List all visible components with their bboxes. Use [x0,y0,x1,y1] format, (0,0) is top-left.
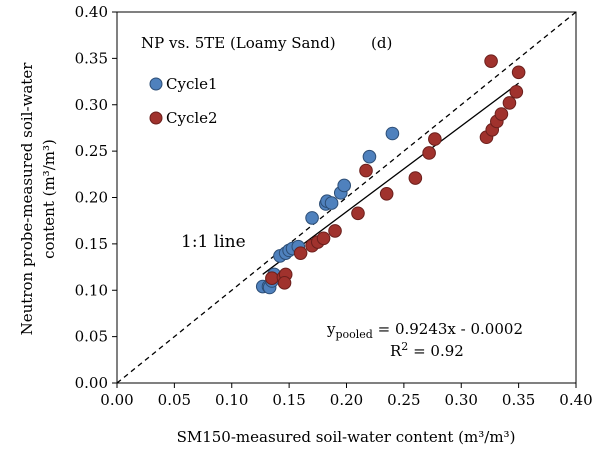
regression-equation: ypooled = 0.9243x - 0.0002 [326,320,523,341]
y-tick-label: 0.35 [75,49,108,67]
x-tick-label: 0.10 [215,391,248,409]
x-tick-label: 0.00 [100,391,133,409]
point-cycle2 [293,246,308,260]
y-tick-label: 0.40 [75,3,108,21]
point-cycle2 [502,96,517,110]
y-tick-label: 0.30 [75,96,108,114]
panel-label: (d) [371,34,392,52]
chart-title: NP vs. 5TE (Loamy Sand) [141,34,336,52]
legend-label-cycle1: Cycle1 [166,75,218,93]
series-cycle1 [255,126,400,295]
regression-line [262,82,520,275]
point-cycle2 [408,171,423,185]
point-cycle2 [509,84,524,99]
legend-marker-cycle2 [149,111,163,125]
point-cycle2 [494,107,509,121]
one-to-one-line-label: 1:1 line [181,232,246,252]
series-cycle2 [265,54,526,290]
point-cycle2 [428,132,442,146]
point-cycle2 [511,65,526,80]
point-cycle2 [359,163,373,178]
data-points [255,54,526,295]
x-tick-label: 0.30 [445,391,478,409]
r2-value: = 0.92 [408,342,464,360]
point-cycle1 [305,211,319,225]
y-axis-title-line2: content (m³/m³) [40,139,58,259]
equation-body: = 0.9243x - 0.0002 [373,320,523,338]
point-cycle1 [362,149,377,164]
point-cycle1 [385,126,400,141]
x-tick-label: 0.25 [387,391,420,409]
x-tick-label: 0.15 [272,391,305,409]
r2-superscript: 2 [401,340,408,353]
equation-subscript: pooled [335,328,372,341]
y-tick-label: 0.25 [75,142,108,160]
y-tick-label: 0.10 [75,281,108,299]
y-tick-label: 0.05 [75,328,108,346]
legend-label-cycle2: Cycle2 [166,109,218,127]
point-cycle2 [422,146,436,160]
point-cycle1 [337,178,352,193]
x-tick-label: 0.40 [559,391,592,409]
y-tick-label: 0.20 [75,189,108,207]
y-tick-label: 0.00 [75,374,108,392]
point-cycle2 [316,231,331,246]
point-cycle2 [328,224,342,238]
point-cycle2 [277,276,292,290]
x-tick-label: 0.05 [158,391,191,409]
legend-marker-cycle1 [149,77,163,91]
point-cycle2 [351,206,365,221]
x-tick-label: 0.20 [330,391,363,409]
point-cycle2 [265,271,279,285]
x-tick-label: 0.35 [502,391,535,409]
point-cycle2 [484,54,498,68]
r-squared: R2 = 0.92 [390,340,464,360]
r2-label: R [390,342,402,360]
point-cycle1 [324,196,339,210]
axes: 0.00 0.05 0.10 0.15 0.20 0.25 0.30 0.35 0.40 0.00… [75,3,593,409]
point-cycle2 [379,186,394,201]
legend: Cycle1 Cycle2 [149,75,218,127]
x-axis-title: SM150-measured soil-water content (m³/m³… [177,428,516,446]
equation-y: y [326,320,336,338]
y-tick-label: 0.15 [75,235,108,253]
y-axis-title-line1: Neutron probe-measured soil-water [18,62,36,336]
